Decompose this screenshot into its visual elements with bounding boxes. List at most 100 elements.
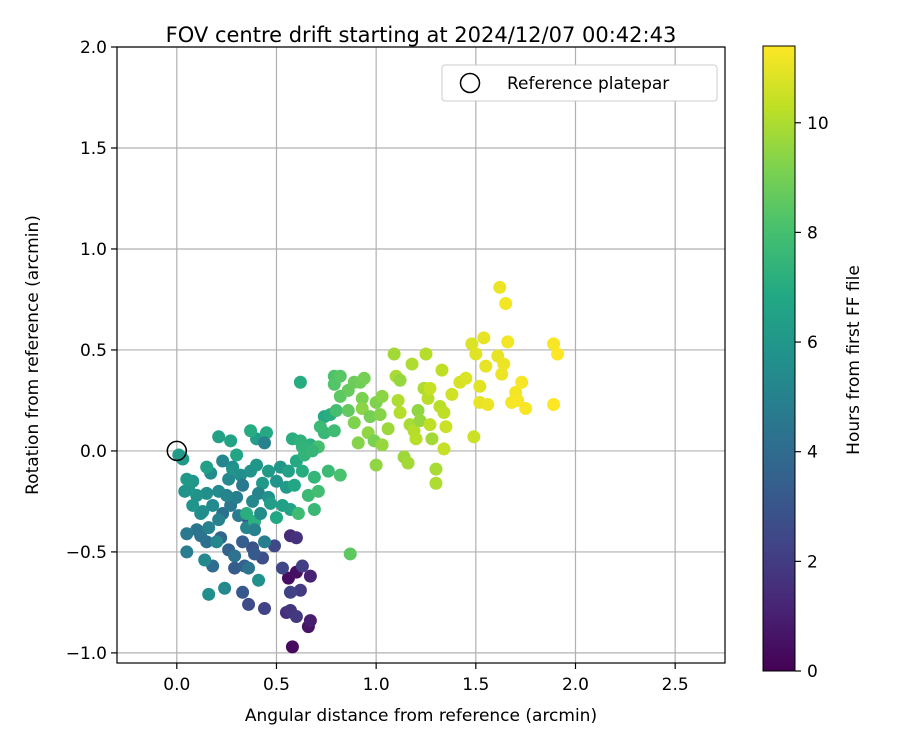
data-point — [391, 393, 405, 407]
colorbar: 0 2 4 6 8 10 Hours from first FF file — [762, 45, 864, 682]
data-point — [260, 426, 274, 440]
reference-marker — [166, 440, 188, 462]
data-point — [355, 402, 369, 416]
data-point — [495, 367, 509, 381]
data-point — [178, 484, 192, 498]
data-point — [473, 379, 487, 393]
data-point — [303, 614, 317, 628]
y-axis-ticks: −1.0 −0.5 0.0 0.5 1.0 1.5 2.0 — [66, 38, 117, 664]
data-point — [262, 464, 276, 478]
data-point — [198, 553, 212, 567]
data-point — [212, 513, 226, 527]
colorbar-tick-label: 4 — [807, 443, 818, 463]
data-point — [246, 494, 260, 508]
data-point — [210, 535, 224, 549]
y-tick-label: 1.0 — [80, 240, 107, 260]
data-point — [381, 422, 395, 436]
data-point — [202, 521, 216, 535]
data-point — [200, 460, 214, 474]
x-axis-ticks: 0.0 0.5 1.0 1.5 2.0 2.5 — [163, 663, 689, 695]
data-point — [224, 434, 238, 448]
y-tick-label: −0.5 — [66, 543, 107, 563]
colorbar-tick-label: 2 — [807, 552, 818, 572]
data-point — [435, 363, 449, 377]
data-point — [405, 357, 419, 371]
data-point — [180, 545, 194, 559]
data-point — [387, 347, 401, 361]
data-point — [547, 337, 561, 351]
data-point — [230, 448, 244, 462]
data-point — [206, 498, 220, 512]
data-point — [228, 549, 242, 563]
data-point — [333, 468, 347, 482]
y-tick-label: 0.5 — [80, 341, 107, 361]
chart-title: FOV centre drift starting at 2024/12/07 … — [166, 23, 677, 47]
data-point — [289, 531, 303, 545]
data-point — [267, 539, 281, 553]
data-point — [327, 424, 341, 438]
data-point — [413, 414, 427, 428]
legend: Reference platepar — [441, 64, 718, 102]
data-point — [291, 507, 305, 521]
data-point — [369, 458, 383, 472]
reference-platepar-point — [166, 440, 188, 462]
data-point — [363, 410, 377, 424]
data-point — [236, 535, 250, 549]
y-tick-label: 0.0 — [80, 442, 107, 462]
data-point — [244, 424, 258, 438]
data-point — [248, 547, 262, 561]
data-point — [437, 406, 451, 420]
data-point — [285, 640, 299, 654]
data-point — [351, 436, 365, 450]
data-point — [301, 488, 315, 502]
data-point — [180, 527, 194, 541]
data-point — [439, 420, 453, 434]
data-point — [329, 404, 343, 418]
data-points — [172, 280, 565, 654]
data-point — [375, 438, 389, 452]
x-tick-label: 1.0 — [363, 675, 390, 695]
data-point — [228, 561, 242, 575]
data-point — [499, 296, 513, 310]
data-point — [295, 559, 309, 573]
colorbar-label: Hours from first FF file — [844, 265, 864, 455]
data-point — [481, 397, 495, 411]
colorbar-tick-label: 6 — [807, 333, 818, 353]
data-point — [445, 387, 459, 401]
legend-box — [441, 64, 718, 102]
data-point — [493, 280, 507, 294]
data-point — [283, 585, 297, 599]
colorbar-tick-label: 10 — [807, 114, 829, 134]
data-point — [547, 397, 561, 411]
data-point — [311, 484, 325, 498]
data-point — [263, 496, 277, 510]
y-axis-label: Rotation from reference (arcmin) — [23, 215, 43, 495]
colorbar-tick-label: 0 — [807, 662, 818, 682]
data-point — [465, 337, 479, 351]
data-point — [393, 406, 407, 420]
data-point — [515, 375, 529, 389]
data-point — [303, 569, 317, 583]
data-point — [375, 389, 389, 403]
data-point — [421, 391, 435, 405]
data-point — [287, 478, 301, 492]
data-point — [347, 416, 361, 430]
data-point — [423, 381, 437, 395]
data-point — [307, 503, 321, 517]
data-point — [373, 408, 387, 422]
legend-marker-open-circle — [459, 72, 481, 94]
data-point — [551, 347, 565, 361]
data-point — [289, 610, 303, 624]
data-point — [220, 488, 234, 502]
colorbar-ticks: 0 2 4 6 8 10 — [795, 114, 829, 682]
data-point — [467, 430, 481, 444]
data-point — [343, 547, 357, 561]
data-point — [401, 456, 415, 470]
data-point — [333, 369, 347, 383]
data-point — [519, 402, 533, 416]
data-point — [258, 535, 272, 549]
x-tick-label: 0.0 — [163, 675, 190, 695]
data-point — [222, 472, 236, 486]
data-point — [321, 464, 335, 478]
